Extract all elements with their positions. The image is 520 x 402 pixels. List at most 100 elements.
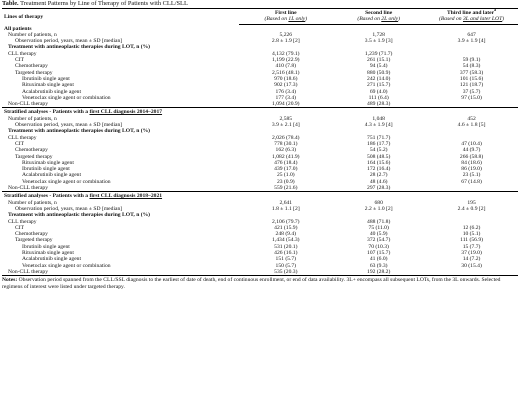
- row-label: Observation period, years, mean ± SD [me…: [15, 205, 123, 212]
- row-label: Ibrutinib single agent: [22, 243, 70, 250]
- row-value-3: 266 (58.8): [459, 153, 484, 160]
- document-page: Table. Treatment Patterns by Line of The…: [2, 0, 518, 290]
- row-value-3: 452: [467, 115, 476, 122]
- table-row: Chemotherapy 410 (7.8) 94 (5.4) 54 (8.3): [2, 63, 518, 69]
- row-value-1: 531 (20.1): [274, 243, 298, 250]
- row-value-2: 63 (9.3): [369, 262, 388, 269]
- row-label: Treatment with antineoplastic therapies …: [8, 212, 151, 219]
- row-label: Ibrutinib single agent: [22, 166, 70, 173]
- table-row: Non-CLL therapy 535 (20.3) 192 (28.2): [2, 268, 518, 277]
- row-value-3: 647: [467, 31, 476, 38]
- row-label: Rituximab single agent: [22, 249, 74, 256]
- row-value-3: 377 (58.3): [459, 69, 484, 76]
- row-value-1: 421 (15.9): [274, 224, 298, 231]
- row-value-1: 151 (5.7): [275, 256, 297, 263]
- row-value-2: 164 (15.6): [367, 159, 391, 166]
- row-value-1: 177 (3.4): [275, 94, 297, 101]
- row-value-2: 4.3 ± 1.9 [4]: [364, 122, 393, 129]
- row-value-2: 751 (71.7): [367, 134, 391, 141]
- table-row: Observation period, years, mean ± SD [me…: [2, 206, 518, 212]
- table-row: Targeted therapy 1,082 (41.9) 508 (48.5) 26…: [2, 154, 518, 160]
- row-value-1: 4,132 (79.1): [272, 50, 300, 57]
- treatment-patterns-table: Lines of therapy First line Second line …: [2, 8, 518, 277]
- row-value-1: 1.8 ± 1.1 [2]: [271, 205, 300, 212]
- row-value-3: 101 (15.6): [459, 75, 484, 82]
- table-row: Number of patients, n 5,226 1,728 647: [2, 32, 518, 38]
- row-label: Targeted therapy: [15, 237, 53, 244]
- row-value-3: 37 (19.0): [461, 249, 482, 256]
- row-value-2: 111 (6.4): [368, 94, 389, 101]
- table-row: Observation period, years, mean ± SD [me…: [2, 122, 518, 128]
- row-label: Venetoclax single agent or combination: [22, 262, 111, 269]
- row-value-3: 2.4 ± 0.9 [2]: [457, 205, 486, 212]
- row-value-2: 508 (48.5): [367, 153, 391, 160]
- table-row: CLL therapy 2,106 (79.7) 488 (71.8): [2, 219, 518, 225]
- row-label: Chemotherapy: [15, 147, 48, 154]
- row-value-1: 162 (6.3): [275, 147, 297, 154]
- table-row: Number of patients, n 2,641 680 195: [2, 200, 518, 206]
- row-value-1: 2,106 (79.7): [272, 218, 300, 225]
- row-value-3: 14 (7.2): [462, 256, 481, 263]
- table-notes: Notes: Observation period spanned from t…: [2, 277, 518, 290]
- row-value-1: 410 (7.8): [275, 63, 297, 70]
- row-value-3: 12 (6.2): [462, 224, 481, 231]
- section-title: Stratified analyses - Patients with a fi…: [2, 107, 518, 116]
- row-label: Non-CLL therapy: [2, 268, 240, 277]
- table-row: Treatment with antineoplastic therapies …: [2, 44, 518, 50]
- row-value-2: 48 (4.6): [369, 178, 388, 185]
- row-label: Chemotherapy: [15, 231, 48, 238]
- row-value-2: 489 (28.3): [367, 101, 391, 108]
- row-label: Targeted therapy: [15, 153, 53, 160]
- row-value-2: 54 (5.2): [369, 147, 388, 154]
- header-col-2-title: Second line: [332, 8, 426, 17]
- table-header: Lines of therapy First line Second line …: [2, 8, 518, 25]
- row-value-1: 3.9 ± 2.1 [4]: [271, 122, 300, 129]
- table-row: CIT 1,199 (22.9) 261 (15.1) 59 (9.1): [2, 57, 518, 63]
- row-value-2: 186 (17.7): [367, 140, 391, 147]
- row-label: CLL therapy: [8, 218, 37, 225]
- row-value-2: 680: [374, 199, 383, 206]
- table-body: All patients Number of patients, n 5,226 1,…: [2, 24, 518, 277]
- table-row: Venetoclax single agent or combination 23…: [2, 179, 518, 185]
- row-value-1: 535 (20.3): [239, 268, 333, 277]
- row-value-3: [425, 268, 518, 277]
- table-row: Non-CLL therapy 1,094 (20.9) 489 (28.3): [2, 101, 518, 108]
- row-value-1: 778 (30.1): [274, 140, 298, 147]
- row-value-2: 488 (71.8): [367, 218, 391, 225]
- row-value-1: 2.8 ± 1.9 [2]: [271, 38, 300, 45]
- row-value-3: 195: [467, 199, 476, 206]
- table-row: Acalabrutinib single agent 25 (1.0) 28 (2.…: [2, 172, 518, 178]
- row-label: Non-CLL therapy: [8, 101, 49, 108]
- row-value-3: 10 (5.1): [462, 231, 481, 238]
- table-row: Rituximab single agent 426 (16.1) 107 (15.…: [2, 250, 518, 256]
- notes-text: Observation period spanned from the CLL/…: [2, 277, 501, 290]
- table-row: CLL therapy 2,026 (78.4) 751 (71.7): [2, 135, 518, 141]
- row-label: Number of patients, n: [8, 115, 57, 122]
- row-value-2: 172 (16.4): [367, 166, 391, 173]
- table-row: Number of patients, n 2,585 1,048 452: [2, 116, 518, 122]
- row-value-3: 30 (15.4): [461, 262, 482, 269]
- row-value-3: 86 (19.0): [461, 166, 482, 173]
- row-value-3: 47 (10.4): [461, 140, 482, 147]
- table-row: Ibrutinib single agent 439 (17.0) 172 (16.…: [2, 166, 518, 172]
- section-title: Stratified analyses - Patients with a fi…: [2, 191, 518, 200]
- header-lead: Lines of therapy: [2, 8, 240, 25]
- row-label: Targeted therapy: [15, 69, 53, 76]
- notes-label: Notes:: [2, 277, 18, 284]
- header-col-1-title: First line: [239, 8, 333, 17]
- table-row: Observation period, years, mean ± SD [me…: [2, 38, 518, 44]
- row-value-2: 28 (2.7): [369, 172, 388, 179]
- row-value-3: 44 (9.7): [462, 147, 481, 154]
- row-value-1: 439 (17.0): [274, 166, 298, 173]
- row-value-3: 15 (7.7): [462, 243, 481, 250]
- header-col-2-sub: (Based on 2L only): [332, 16, 426, 25]
- row-value-3: 37 (5.7): [462, 88, 481, 95]
- row-label: Ibrutinib single agent: [22, 75, 70, 82]
- row-value-2: 70 (10.3): [368, 243, 389, 250]
- row-value-3: [425, 185, 518, 192]
- row-label: CLL therapy: [8, 50, 37, 57]
- row-label: Non-CLL therapy: [8, 185, 49, 192]
- row-value-2: 107 (15.7): [367, 249, 391, 256]
- row-value-2: 1,728: [372, 31, 385, 38]
- table-row: Treatment with antineoplastic therapies …: [2, 212, 518, 218]
